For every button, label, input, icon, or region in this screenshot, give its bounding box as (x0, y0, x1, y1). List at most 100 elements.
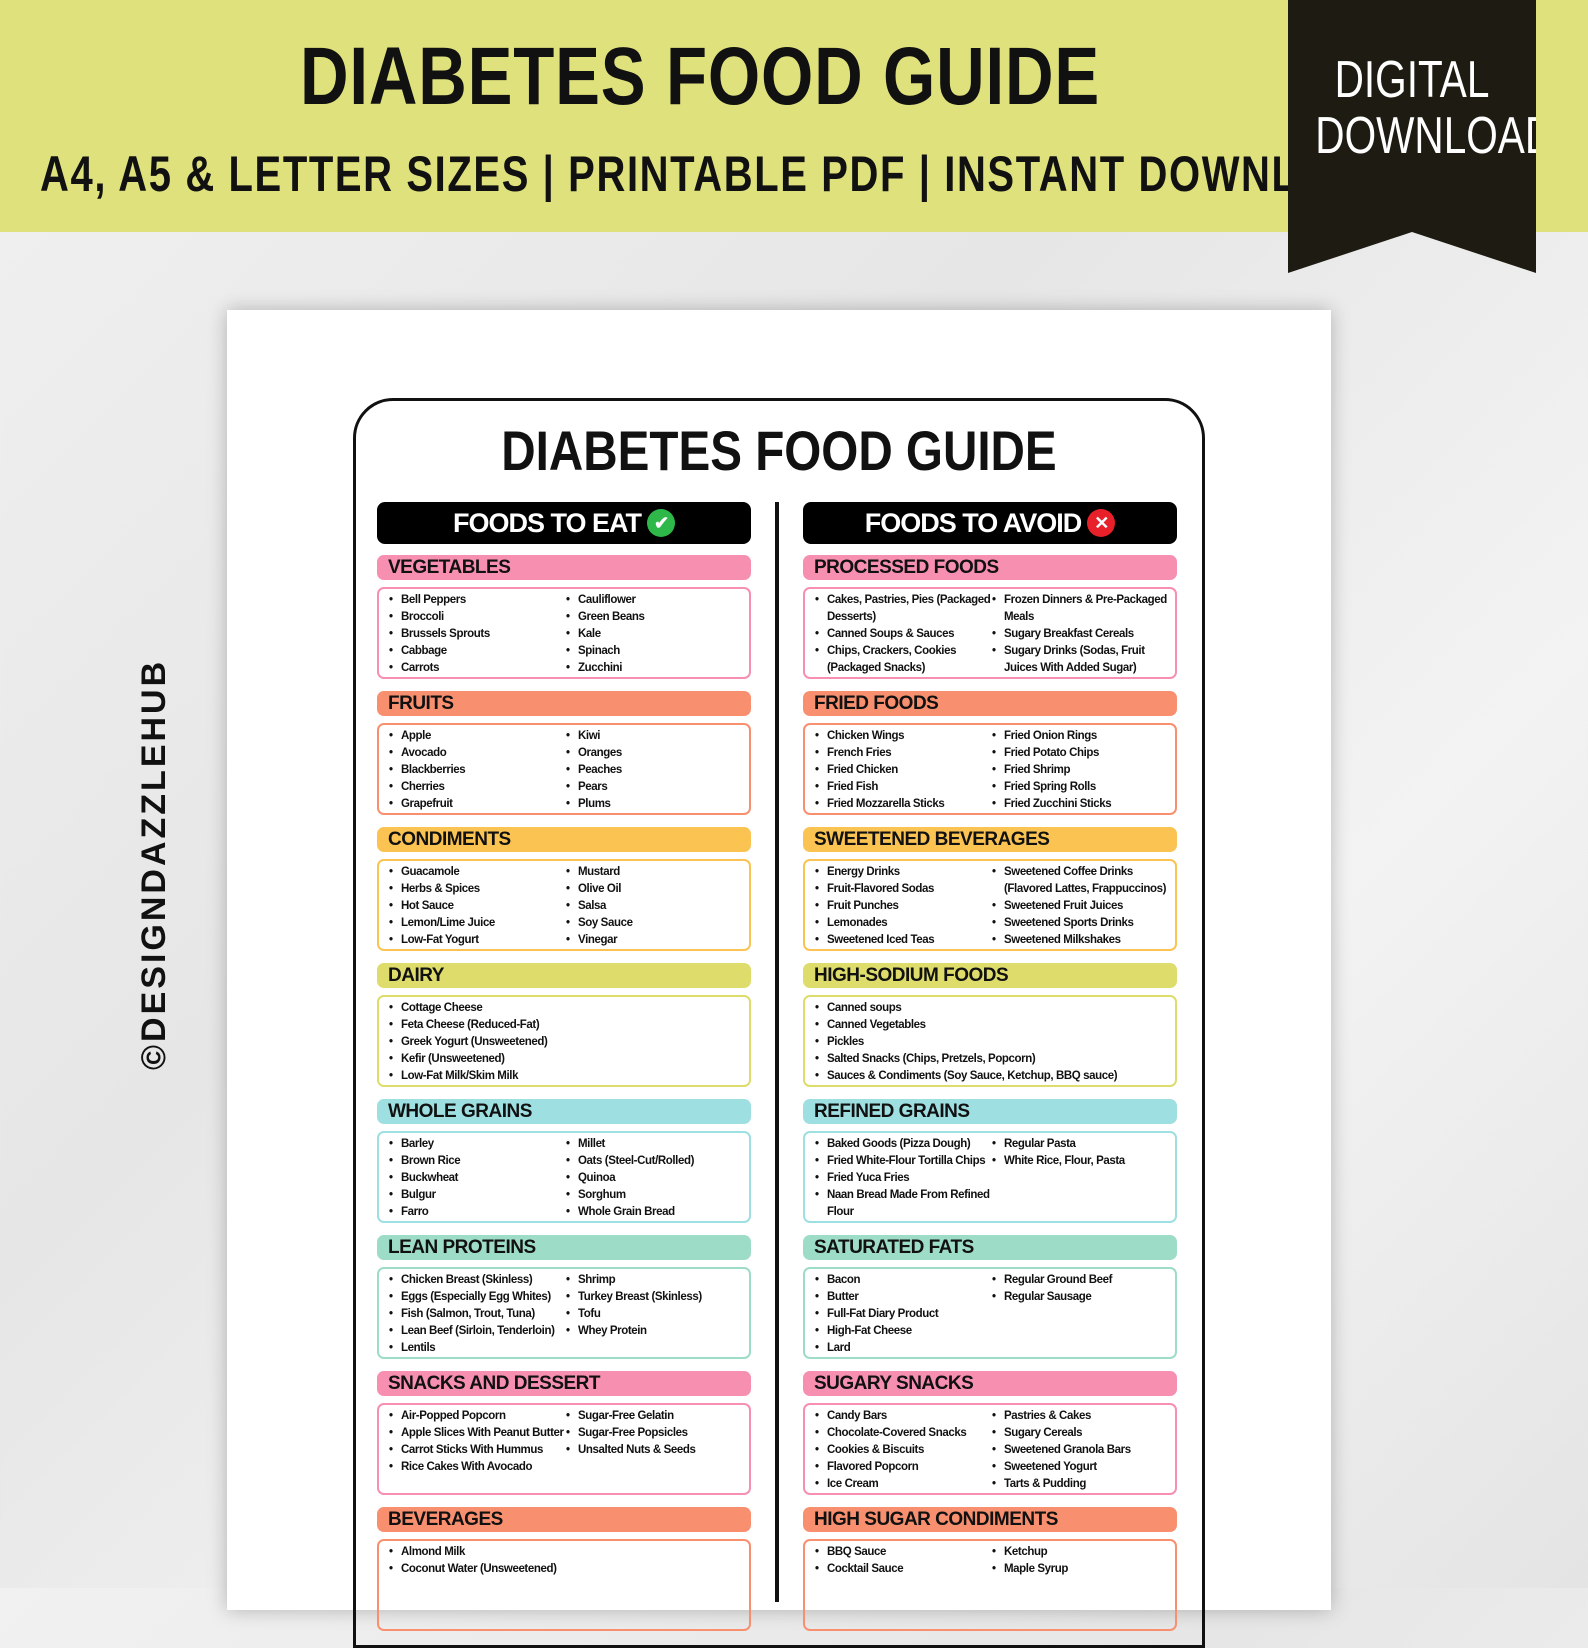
list-col-1: Chicken Breast (Skinless)Eggs (Especiall… (389, 1272, 566, 1357)
section-list: BarleyBrown RiceBuckwheatBulgurFarroMill… (377, 1131, 751, 1223)
section-list: Canned soupsCanned VegetablesPicklesSalt… (803, 995, 1177, 1087)
section: CONDIMENTS GuacamoleHerbs & SpicesHot Sau… (377, 827, 751, 952)
list-item: Bell Peppers (389, 592, 566, 609)
list-item: Hot Sauce (389, 898, 566, 915)
list-item: Ice Cream (815, 1476, 992, 1493)
list-item: Cherries (389, 779, 566, 796)
list-item: Low-Fat Yogurt (389, 932, 566, 949)
list-item: Barley (389, 1136, 566, 1153)
section-header: HIGH SUGAR CONDIMENTS (803, 1507, 1177, 1532)
list-item: Whole Grain Bread (566, 1204, 743, 1221)
x-circle-icon: ✕ (1087, 509, 1116, 537)
section-list: BaconButterFull-Fat Diary ProductHigh-Fa… (803, 1267, 1177, 1359)
section-header: LEAN PROTEINS (377, 1235, 751, 1260)
section-header: SNACKS AND DESSERT (377, 1371, 751, 1396)
list-item: Sweetened Sports Drinks (992, 915, 1169, 932)
list-item: Fried Shrimp (992, 762, 1169, 779)
list-item: Frozen Dinners & Pre-Packaged Meals (992, 592, 1169, 626)
list-item: Brussels Sprouts (389, 626, 566, 643)
list-item: Unsalted Nuts & Seeds (566, 1442, 743, 1459)
list-item: Soy Sauce (566, 915, 743, 932)
list-item: Lemonades (815, 915, 992, 932)
section: SNACKS AND DESSERT Air-Popped PopcornAppl… (377, 1371, 751, 1496)
section-header: FRIED FOODS (803, 691, 1177, 716)
section: HIGH-SODIUM FOODS Canned soupsCanned Vege… (803, 963, 1177, 1088)
list-item: Canned Soups & Sauces (815, 626, 992, 643)
list-item: Fried Potato Chips (992, 745, 1169, 762)
section: WHOLE GRAINS BarleyBrown RiceBuckwheatBul… (377, 1099, 751, 1224)
section-list: Candy BarsChocolate-Covered SnacksCookie… (803, 1403, 1177, 1495)
section-header: REFINED GRAINS (803, 1099, 1177, 1124)
list-item: Canned Vegetables (815, 1017, 1169, 1034)
column-heading: FOODS TO EAT ✔ (377, 502, 751, 544)
section: REFINED GRAINSBaked Goods (Pizza Dough)F… (803, 1099, 1177, 1224)
list-item: Full-Fat Diary Product (815, 1306, 992, 1323)
section-header: VEGETABLES (377, 555, 751, 580)
section: HIGH SUGAR CONDIMENTS BBQ SauceCocktail S… (803, 1507, 1177, 1632)
section: SWEETENED BEVERAGES Energy DrinksFruit-Fl… (803, 827, 1177, 952)
section-header: DAIRY (377, 963, 751, 988)
list-item: Chicken Breast (Skinless) (389, 1272, 566, 1289)
list-item: Guacamole (389, 864, 566, 881)
section-list: Cottage CheeseFeta Cheese (Reduced-Fat)G… (377, 995, 751, 1087)
list-item: High-Fat Cheese (815, 1323, 992, 1340)
page-title: DIABETES FOOD GUIDE (501, 419, 1057, 482)
list-item: Peaches (566, 762, 743, 779)
list-item: Blackberries (389, 762, 566, 779)
list-col-2: ShrimpTurkey Breast (Skinless)TofuWhey P… (566, 1272, 743, 1357)
list-item: Greek Yogurt (Unsweetened) (389, 1034, 743, 1051)
section: BEVERAGES Almond MilkCoconut Water (Unswe… (377, 1507, 751, 1632)
foods-to-eat-column: FOODS TO EAT✔ VEGETABLES Bell PeppersBrocc… (377, 502, 751, 1632)
list-item: Chocolate-Covered Snacks (815, 1425, 992, 1442)
list-item: Fruit-Flavored Sodas (815, 881, 992, 898)
section-header: CONDIMENTS (377, 827, 751, 852)
list-col-1: BaconButterFull-Fat Diary ProductHigh-Fa… (815, 1272, 992, 1357)
list-col-2: Regular Ground BeefRegular Sausage (992, 1272, 1169, 1357)
watermark: ©DESIGNDAZZLEHUB (135, 658, 173, 1070)
list-item: Feta Cheese (Reduced-Fat) (389, 1017, 743, 1034)
list-item: Fried Onion Rings (992, 728, 1169, 745)
list-item: Shrimp (566, 1272, 743, 1289)
section-header: PROCESSED FOODS (803, 555, 1177, 580)
badge-line2: DOWNLOAD (1315, 107, 1555, 165)
list-item: Rice Cakes With Avocado (389, 1459, 566, 1476)
section: DAIRY Cottage CheeseFeta Cheese (Reduced-… (377, 963, 751, 1088)
list-item: Tarts & Pudding (992, 1476, 1169, 1493)
list-item: Pears (566, 779, 743, 796)
list-item: Apple (389, 728, 566, 745)
list-item: Sweetened Yogurt (992, 1459, 1169, 1476)
list-item: Low-Fat Milk/Skim Milk (389, 1068, 743, 1085)
list-item: Sorghum (566, 1187, 743, 1204)
list-item: Sugar-Free Gelatin (566, 1408, 743, 1425)
list-item: Bacon (815, 1272, 992, 1289)
list-item: Eggs (Especially Egg Whites) (389, 1289, 566, 1306)
list-item: Cookies & Biscuits (815, 1442, 992, 1459)
list-item: Oats (Steel-Cut/Rolled) (566, 1153, 743, 1170)
section: SATURATED FATS BaconButterFull-Fat Diary … (803, 1235, 1177, 1360)
list-item: Salsa (566, 898, 743, 915)
list-col-1: Bell PeppersBroccoliBrussels SproutsCabb… (389, 592, 566, 677)
section-list: GuacamoleHerbs & SpicesHot SauceLemon/Li… (377, 859, 751, 951)
list-item: Carrot Sticks With Hummus (389, 1442, 566, 1459)
list-item: Fried Spring Rolls (992, 779, 1169, 796)
list-item: Sugary Breakfast Cereals (992, 626, 1169, 643)
list-item: Sugary Drinks (Sodas, Fruit Juices With … (992, 643, 1169, 677)
list-item: Chips, Crackers, Cookies (Packaged Snack… (815, 643, 992, 677)
section-header: BEVERAGES (377, 1507, 751, 1532)
list-item: Sweetened Coffee Drinks (Flavored Lattes… (992, 864, 1169, 898)
list-col-2: Fried Onion RingsFried Potato ChipsFried… (992, 728, 1169, 813)
list-item: Mustard (566, 864, 743, 881)
list-item: Coconut Water (Unsweetened) (389, 1561, 743, 1578)
banner-subtitle: A4, A5 & LETTER SIZES | PRINTABLE PDF | … (40, 146, 1392, 202)
list-item: Almond Milk (389, 1544, 743, 1561)
list-item: Naan Bread Made From Refined Flour (815, 1187, 992, 1221)
list-item: Broccoli (389, 609, 566, 626)
list-item: Lentils (389, 1340, 566, 1357)
list-item: Chicken Wings (815, 728, 992, 745)
section-header: SATURATED FATS (803, 1235, 1177, 1260)
list-item: Millet (566, 1136, 743, 1153)
section-list: Air-Popped PopcornApple Slices With Pean… (377, 1403, 751, 1495)
list-item: Sauces & Condiments (Soy Sauce, Ketchup,… (815, 1068, 1169, 1085)
list-item: Vinegar (566, 932, 743, 949)
list-col-1: AppleAvocadoBlackberriesCherriesGrapefru… (389, 728, 566, 813)
